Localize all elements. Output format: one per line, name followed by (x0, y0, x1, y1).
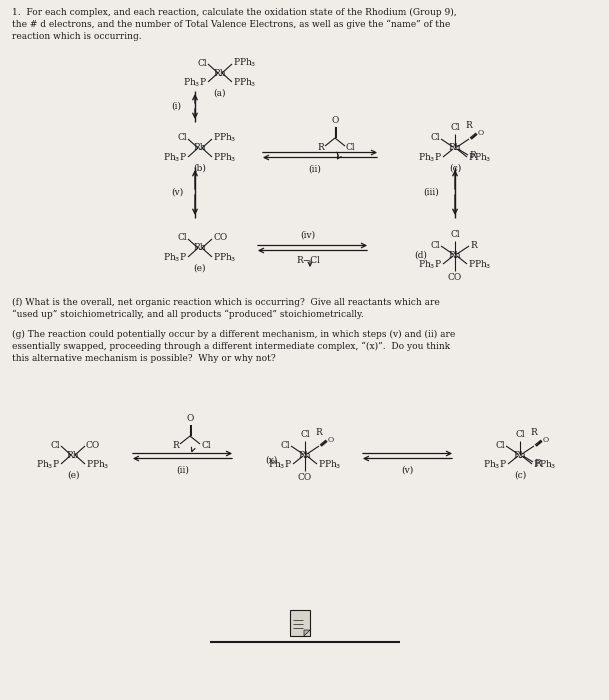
Text: (ii): (ii) (177, 466, 189, 475)
Text: CO: CO (86, 440, 100, 449)
Text: Ph$_3$P: Ph$_3$P (418, 152, 442, 164)
Text: Cl: Cl (177, 234, 187, 242)
Text: O: O (328, 436, 334, 444)
Text: PPh$_3$: PPh$_3$ (533, 458, 557, 471)
Text: CO: CO (213, 234, 227, 242)
Text: Cl: Cl (280, 440, 290, 449)
Text: PPh$_3$: PPh$_3$ (213, 132, 236, 144)
Text: PPh$_3$: PPh$_3$ (468, 259, 491, 271)
Text: Rh: Rh (449, 251, 461, 260)
Text: R: R (530, 428, 537, 437)
Text: O: O (331, 116, 339, 125)
Text: Cl: Cl (201, 440, 211, 449)
Text: Cl: Cl (431, 134, 440, 143)
FancyBboxPatch shape (290, 610, 310, 636)
Text: Cl: Cl (51, 440, 60, 449)
Text: (v): (v) (401, 466, 413, 475)
Text: R: R (172, 440, 179, 449)
Text: Rh: Rh (214, 69, 227, 78)
Text: Rh: Rh (513, 451, 526, 459)
Text: (c): (c) (514, 471, 526, 480)
Text: Cl: Cl (177, 134, 187, 143)
Text: Ph$_3$P: Ph$_3$P (268, 458, 292, 471)
Text: O: O (543, 436, 549, 444)
Text: PPh$_3$: PPh$_3$ (318, 458, 342, 471)
Text: (c): (c) (449, 164, 461, 173)
Text: Rh: Rh (194, 244, 206, 253)
Text: Ph$_3$P: Ph$_3$P (418, 259, 442, 271)
Text: R: R (470, 241, 477, 249)
Text: Rh: Rh (449, 144, 461, 153)
Text: (e): (e) (194, 264, 206, 273)
Text: Cl: Cl (197, 59, 207, 67)
Text: Ph$_3$P: Ph$_3$P (483, 458, 507, 471)
Text: (a): (a) (214, 89, 227, 98)
Text: O: O (478, 129, 484, 137)
Text: Ph$_3$P: Ph$_3$P (36, 458, 60, 471)
Text: (v): (v) (171, 188, 183, 197)
Text: PPh$_3$: PPh$_3$ (233, 57, 256, 69)
Text: PPh$_3$: PPh$_3$ (213, 152, 236, 164)
Text: PPh$_3$: PPh$_3$ (213, 252, 236, 264)
Text: (f) What is the overall, net organic reaction which is occurring?  Give all reac: (f) What is the overall, net organic rea… (12, 298, 440, 319)
Text: (ii): (ii) (309, 165, 322, 174)
Text: (g) The reaction could potentially occur by a different mechanism, in which step: (g) The reaction could potentially occur… (12, 330, 456, 363)
Text: (x): (x) (265, 456, 277, 465)
Text: Cl: Cl (450, 230, 460, 239)
Text: Rh: Rh (67, 451, 79, 459)
Text: R: R (315, 428, 322, 437)
Text: (iv): (iv) (300, 231, 315, 240)
Text: PPh$_3$: PPh$_3$ (233, 77, 256, 89)
Text: R: R (466, 121, 473, 130)
Text: (i): (i) (171, 102, 181, 111)
Text: Cl: Cl (431, 241, 440, 249)
Text: 1.  For each complex, and each reaction, calculate the oxidation state of the Rh: 1. For each complex, and each reaction, … (12, 8, 457, 41)
Text: CO: CO (448, 273, 462, 282)
Text: PPh$_3$: PPh$_3$ (86, 458, 110, 471)
Text: R: R (469, 151, 476, 160)
Text: R: R (534, 458, 541, 468)
Text: R: R (317, 143, 324, 151)
Text: Cl: Cl (300, 430, 310, 439)
Text: Ph$_3$P: Ph$_3$P (163, 152, 187, 164)
Text: CO: CO (298, 473, 312, 482)
Text: O: O (186, 414, 194, 423)
Text: (iii): (iii) (423, 188, 439, 197)
Text: Cl: Cl (346, 143, 356, 151)
Text: Ph$_3$P: Ph$_3$P (163, 252, 187, 264)
Text: (e): (e) (67, 471, 79, 480)
Text: Cl: Cl (450, 123, 460, 132)
Text: Cl: Cl (515, 430, 525, 439)
Text: R−Cl: R−Cl (296, 256, 320, 265)
Text: (b): (b) (194, 164, 206, 173)
Polygon shape (304, 630, 310, 636)
Text: Rh: Rh (298, 451, 311, 459)
Text: PPh$_3$: PPh$_3$ (468, 152, 491, 164)
Text: Rh: Rh (194, 144, 206, 153)
Text: Ph$_3$P: Ph$_3$P (183, 77, 207, 89)
Text: (d): (d) (414, 251, 427, 260)
Text: Cl: Cl (495, 440, 505, 449)
